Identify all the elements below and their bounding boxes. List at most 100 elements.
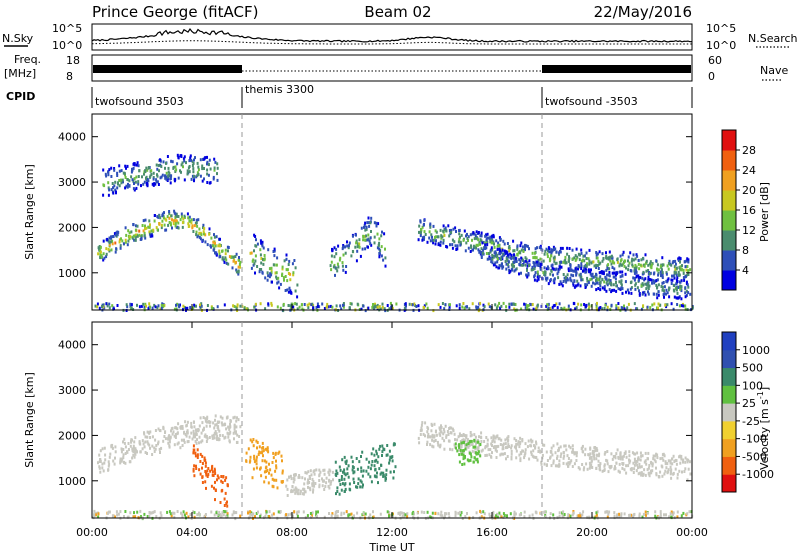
power-cell bbox=[188, 170, 191, 174]
power-cell bbox=[337, 244, 340, 248]
velocity-cell bbox=[502, 515, 505, 519]
power-cell bbox=[623, 304, 625, 308]
power-cell bbox=[546, 276, 549, 280]
power-cell bbox=[207, 173, 210, 177]
velocity-cell bbox=[270, 473, 273, 477]
power-cell bbox=[114, 233, 117, 237]
velocity-cell bbox=[567, 461, 570, 465]
power-cell bbox=[404, 302, 407, 306]
power-cell bbox=[150, 173, 153, 176]
velocity-cell bbox=[220, 421, 223, 425]
power-cell bbox=[235, 270, 238, 274]
velocity-cell bbox=[252, 444, 255, 448]
velocity-cell bbox=[170, 427, 173, 431]
nave-tick-bottom: 0 bbox=[708, 70, 715, 83]
velocity-cell bbox=[603, 452, 606, 456]
velocity-cell bbox=[495, 445, 498, 449]
power-cell bbox=[574, 258, 577, 262]
velocity-cell bbox=[268, 515, 271, 518]
velocity-cell bbox=[686, 512, 689, 516]
velocity-cell bbox=[98, 466, 101, 470]
power-cell bbox=[206, 155, 208, 159]
power-cell bbox=[498, 236, 501, 240]
power-cell bbox=[282, 276, 285, 280]
power-cell bbox=[552, 273, 554, 277]
velocity-cell bbox=[519, 457, 522, 461]
velocity-cell bbox=[614, 467, 617, 470]
power-cell bbox=[567, 267, 570, 271]
power-cell bbox=[202, 232, 205, 236]
cpid-row: CPID twofsound 3503 themis 3300 twofsoun… bbox=[6, 83, 693, 108]
power-cell bbox=[480, 254, 483, 258]
power-cell bbox=[547, 306, 550, 310]
velocity-cell bbox=[683, 470, 686, 473]
power-cell bbox=[443, 234, 446, 237]
power-cell bbox=[144, 224, 146, 228]
power-cell bbox=[191, 226, 194, 230]
power-cell bbox=[571, 257, 574, 261]
power-cell bbox=[216, 166, 219, 170]
power-cell bbox=[365, 238, 368, 242]
power-cell bbox=[327, 305, 330, 309]
velocity-cell bbox=[280, 454, 283, 458]
velocity-cell bbox=[106, 511, 109, 515]
velocity-cell bbox=[219, 415, 222, 419]
velocity-colorbar-tick-label-4: 25 bbox=[742, 397, 756, 410]
power-cell bbox=[336, 269, 339, 273]
velocity-cell bbox=[315, 510, 318, 514]
velocity-cell bbox=[352, 477, 355, 481]
power-cell bbox=[644, 253, 647, 257]
velocity-cell bbox=[350, 455, 353, 459]
velocity-cell bbox=[275, 464, 278, 468]
velocity-cell bbox=[385, 468, 388, 472]
velocity-cell bbox=[167, 435, 170, 439]
power-cell bbox=[583, 265, 586, 269]
power-cell bbox=[126, 164, 129, 168]
velocity-cell bbox=[654, 514, 657, 518]
power-cell bbox=[668, 259, 671, 263]
power-cell bbox=[620, 283, 623, 287]
power-cell bbox=[547, 249, 549, 253]
velocity-cell bbox=[613, 514, 616, 518]
velocity-cell bbox=[460, 434, 462, 437]
power-cell bbox=[543, 266, 546, 270]
velocity-cell bbox=[606, 462, 609, 466]
power-cell bbox=[496, 304, 499, 308]
power-cell bbox=[388, 307, 391, 311]
power-cell bbox=[577, 302, 580, 306]
power-cell bbox=[559, 249, 561, 253]
power-cell bbox=[625, 290, 627, 294]
velocity-cell bbox=[208, 436, 211, 439]
velocity-cell bbox=[194, 451, 197, 455]
power-cell bbox=[344, 251, 347, 255]
power-cell bbox=[630, 286, 633, 290]
power-cell bbox=[639, 276, 642, 280]
power-cell bbox=[679, 257, 682, 261]
velocity-cell bbox=[99, 458, 101, 461]
power-cell bbox=[480, 239, 483, 243]
power-cell bbox=[200, 302, 203, 306]
power-cell bbox=[130, 306, 133, 310]
power-cell bbox=[466, 236, 469, 240]
velocity-cell bbox=[605, 458, 608, 462]
velocity-cell bbox=[663, 513, 665, 517]
velocity-cell bbox=[226, 504, 229, 508]
velocity-cell bbox=[168, 445, 171, 449]
velocity-cell bbox=[506, 446, 509, 449]
velocity-cell bbox=[471, 449, 474, 453]
power-cell bbox=[533, 267, 536, 271]
velocity-cell bbox=[201, 466, 203, 470]
velocity-cell bbox=[205, 473, 208, 477]
power-cell bbox=[141, 175, 143, 179]
power-cell bbox=[586, 262, 588, 266]
velocity-cell bbox=[616, 513, 619, 517]
velocity-cell bbox=[162, 427, 165, 431]
power-cell bbox=[638, 293, 641, 297]
power-cell bbox=[102, 168, 105, 172]
power-cell bbox=[668, 295, 671, 299]
power-cell bbox=[466, 305, 468, 309]
velocity-cell bbox=[540, 512, 542, 515]
velocity-cell bbox=[353, 514, 355, 518]
velocity-cell bbox=[462, 453, 465, 457]
power-cell bbox=[564, 255, 567, 259]
